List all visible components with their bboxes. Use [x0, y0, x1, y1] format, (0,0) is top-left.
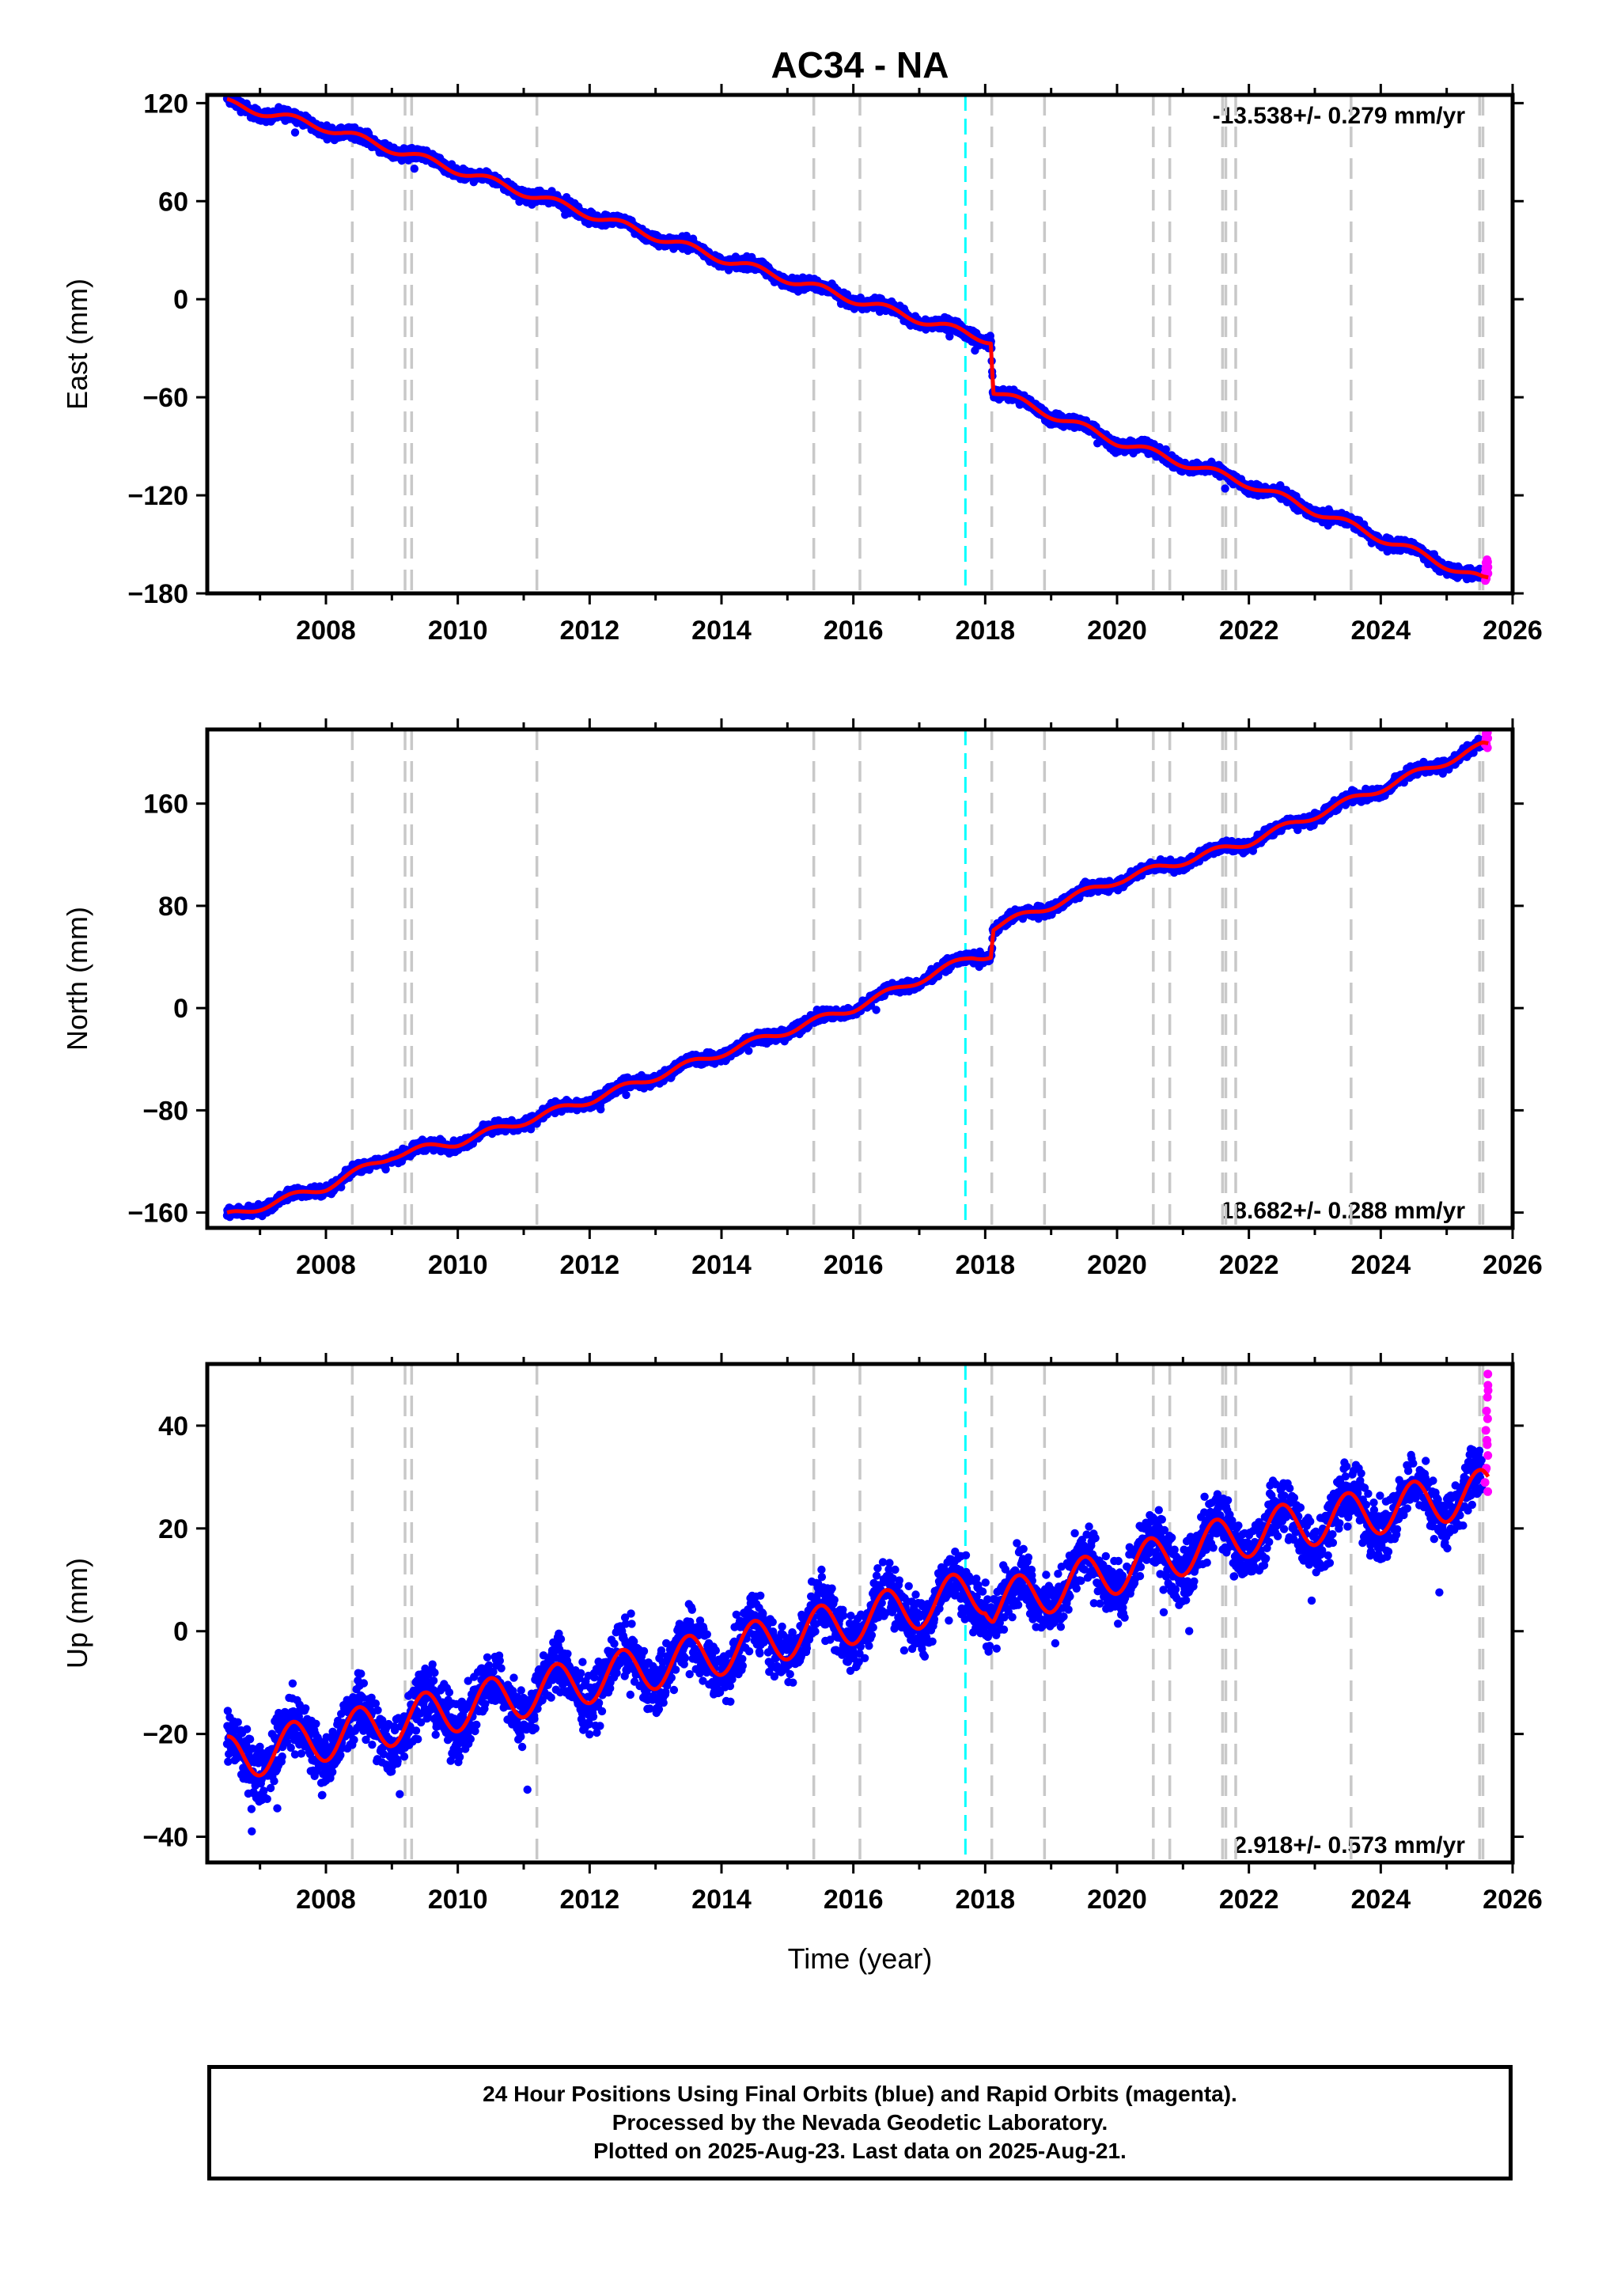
y-tick-label: −180 [127, 579, 188, 609]
y-tick-label: 60 [158, 187, 188, 217]
x-tick-label: 2018 [956, 616, 1016, 646]
figure-title: AC34 - NA [771, 44, 949, 85]
x-tick-label: 2014 [691, 616, 752, 646]
rapid-orbit-point [1483, 555, 1492, 564]
x-tick-label: 2008 [296, 616, 356, 646]
x-tick-label: 2016 [824, 616, 884, 646]
x-tick-label: 2010 [428, 616, 488, 646]
north-rate-label: 18.682+/- 0.288 mm/yr [1221, 1198, 1466, 1224]
final-orbit-point [1221, 484, 1229, 493]
north-panel: North (mm) 18.682+/- 0.288 mm/yr 2008 201… [61, 718, 1543, 1280]
final-orbit-point [945, 332, 954, 341]
final-orbit-point [622, 1090, 631, 1100]
east-rate-label: -13.538+/- 0.279 mm/yr [1213, 103, 1466, 129]
north-ylabel: North (mm) [61, 907, 93, 1051]
final-orbit-point [596, 1105, 605, 1114]
x-tick-label: 2024 [1351, 616, 1411, 646]
east-ylabel: East (mm) [61, 278, 93, 410]
east-plot-area [222, 95, 1493, 593]
x-tick-label: 2026 [1483, 616, 1543, 646]
y-tick-label: 0 [173, 285, 188, 315]
final-orbit-point [410, 165, 418, 173]
y-tick-label: 120 [143, 89, 188, 119]
y-tick-label: −120 [127, 481, 188, 511]
x-tick-label: 2020 [1087, 616, 1147, 646]
east-rapid-orbit-points [1480, 555, 1493, 585]
final-orbit-point [290, 128, 300, 137]
x-tick-label: 2012 [560, 616, 620, 646]
north-plot-area [222, 729, 1493, 1228]
east-panel: East (mm) -13.538+/- 0.279 mm/yr 2008 201… [61, 84, 1543, 646]
final-orbit-point [1161, 445, 1170, 454]
y-tick-label: −60 [142, 383, 188, 413]
x-tick-label: 2022 [1219, 616, 1279, 646]
